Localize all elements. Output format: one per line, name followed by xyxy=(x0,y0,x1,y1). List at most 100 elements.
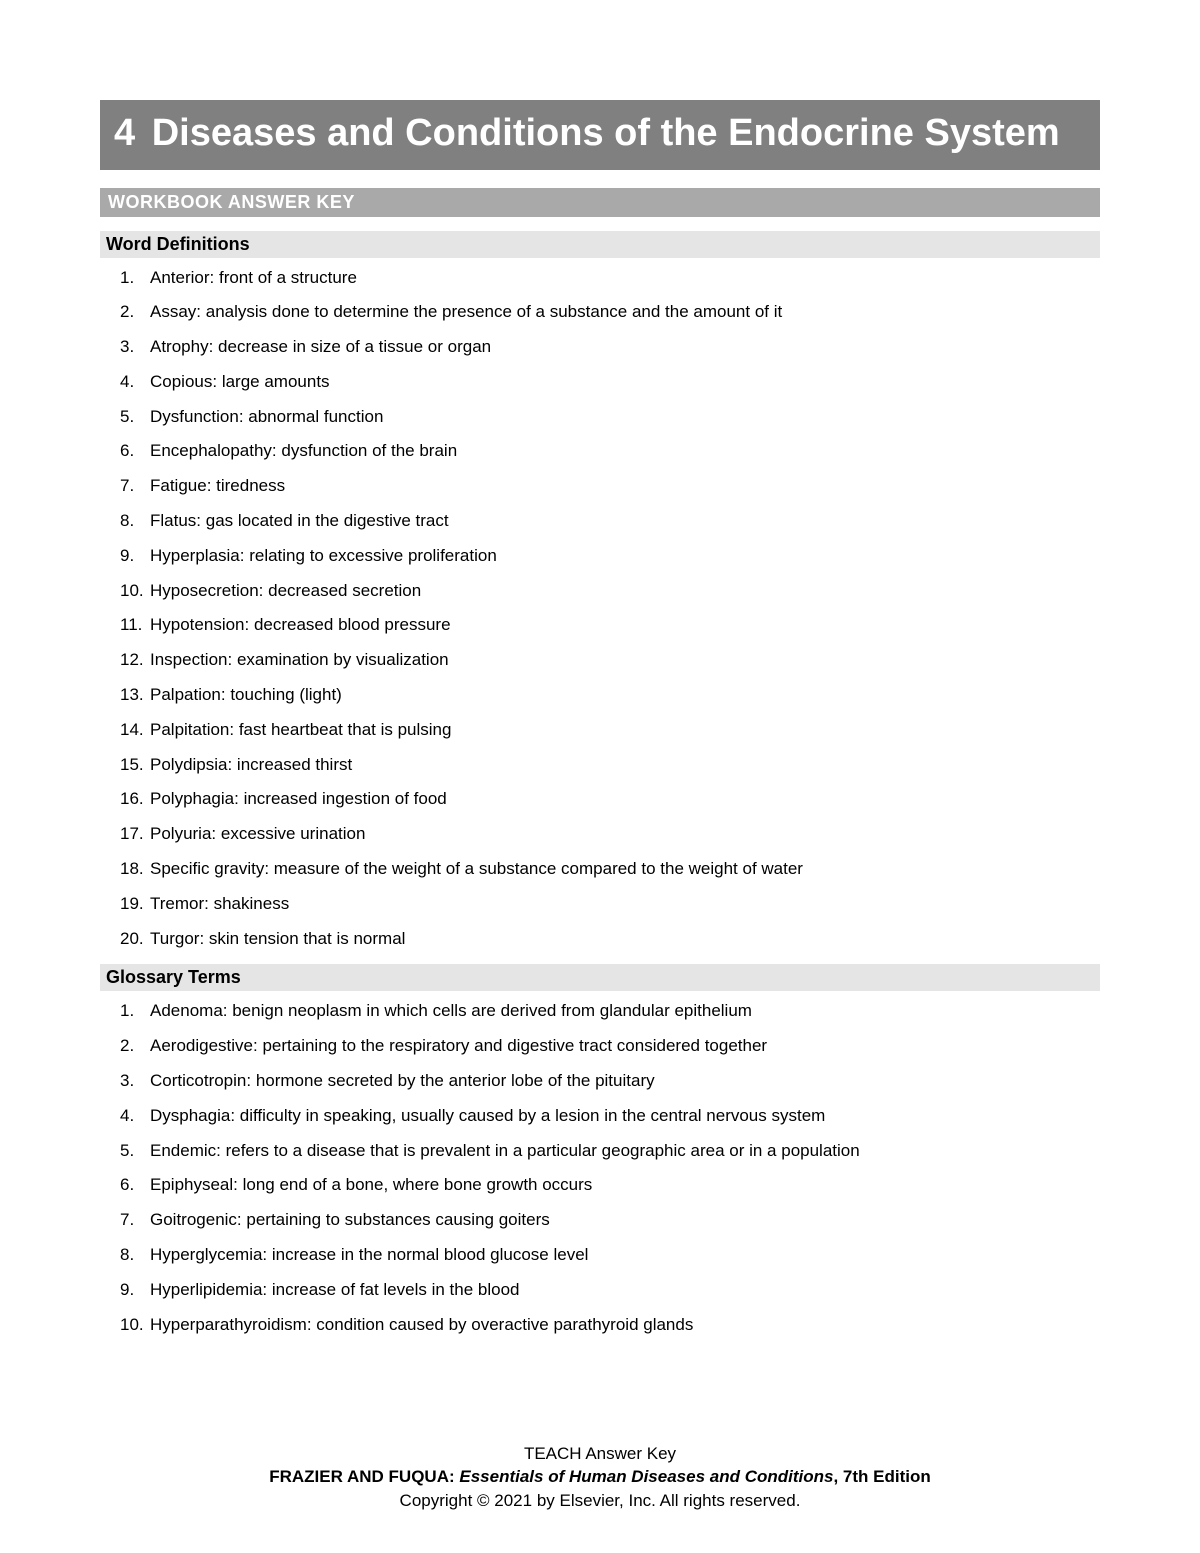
list-item: 5.Endemic: refers to a disease that is p… xyxy=(120,1139,1100,1163)
list-item-text: Specific gravity: measure of the weight … xyxy=(150,859,803,878)
answer-key-bar: WORKBOOK ANSWER KEY xyxy=(100,188,1100,217)
list-item: 20.Turgor: skin tension that is normal xyxy=(120,927,1100,951)
list-item: 12.Inspection: examination by visualizat… xyxy=(120,648,1100,672)
list-item-text: Dysphagia: difficulty in speaking, usual… xyxy=(150,1106,825,1125)
footer-line1: TEACH Answer Key xyxy=(0,1442,1200,1466)
list-item-number: 5. xyxy=(120,405,148,429)
list-item: 3.Corticotropin: hormone secreted by the… xyxy=(120,1069,1100,1093)
list-item: 4.Copious: large amounts xyxy=(120,370,1100,394)
list-item: 13.Palpation: touching (light) xyxy=(120,683,1100,707)
list-item-number: 2. xyxy=(120,300,148,324)
list-item: 7.Goitrogenic: pertaining to substances … xyxy=(120,1208,1100,1232)
list-item-number: 7. xyxy=(120,1208,148,1232)
list-item: 10.Hyposecretion: decreased secretion xyxy=(120,579,1100,603)
list-item: 10.Hyperparathyroidism: condition caused… xyxy=(120,1313,1100,1337)
list-item: 1.Adenoma: benign neoplasm in which cell… xyxy=(120,999,1100,1023)
list-item: 5.Dysfunction: abnormal function xyxy=(120,405,1100,429)
list-item: 9.Hyperlipidemia: increase of fat levels… xyxy=(120,1278,1100,1302)
list-item-number: 1. xyxy=(120,266,148,290)
list-item: 9.Hyperplasia: relating to excessive pro… xyxy=(120,544,1100,568)
list-item-text: Endemic: refers to a disease that is pre… xyxy=(150,1141,860,1160)
list-item-number: 10. xyxy=(120,1313,148,1337)
list-item-text: Copious: large amounts xyxy=(150,372,330,391)
definition-list: 1.Anterior: front of a structure2.Assay:… xyxy=(100,266,1100,951)
list-item-number: 1. xyxy=(120,999,148,1023)
list-item-text: Palpation: touching (light) xyxy=(150,685,342,704)
footer-line2: FRAZIER AND FUQUA: Essentials of Human D… xyxy=(0,1465,1200,1489)
list-item-number: 9. xyxy=(120,1278,148,1302)
list-item-text: Tremor: shakiness xyxy=(150,894,289,913)
list-item-text: Hyperglycemia: increase in the normal bl… xyxy=(150,1245,588,1264)
list-item-number: 13. xyxy=(120,683,148,707)
definition-list: 1.Adenoma: benign neoplasm in which cell… xyxy=(100,999,1100,1336)
list-item-text: Flatus: gas located in the digestive tra… xyxy=(150,511,449,530)
list-item: 6.Epiphyseal: long end of a bone, where … xyxy=(120,1173,1100,1197)
list-item-text: Inspection: examination by visualization xyxy=(150,650,449,669)
list-item-text: Palpitation: fast heartbeat that is puls… xyxy=(150,720,451,739)
chapter-header: 4 Diseases and Conditions of the Endocri… xyxy=(100,100,1100,170)
list-item: 8.Hyperglycemia: increase in the normal … xyxy=(120,1243,1100,1267)
list-item-number: 7. xyxy=(120,474,148,498)
list-item-number: 8. xyxy=(120,1243,148,1267)
list-item-number: 3. xyxy=(120,1069,148,1093)
list-item-number: 3. xyxy=(120,335,148,359)
list-item-number: 6. xyxy=(120,1173,148,1197)
list-item: 3.Atrophy: decrease in size of a tissue … xyxy=(120,335,1100,359)
footer-edition: , 7th Edition xyxy=(833,1467,930,1486)
list-item: 2.Aerodigestive: pertaining to the respi… xyxy=(120,1034,1100,1058)
list-item-text: Aerodigestive: pertaining to the respira… xyxy=(150,1036,767,1055)
list-item-text: Encephalopathy: dysfunction of the brain xyxy=(150,441,457,460)
list-item-number: 2. xyxy=(120,1034,148,1058)
list-item-number: 16. xyxy=(120,787,148,811)
list-item-text: Atrophy: decrease in size of a tissue or… xyxy=(150,337,491,356)
list-item-number: 11. xyxy=(120,613,148,637)
list-item: 19.Tremor: shakiness xyxy=(120,892,1100,916)
list-item-number: 8. xyxy=(120,509,148,533)
list-item-number: 10. xyxy=(120,579,148,603)
footer-book-title: Essentials of Human Diseases and Conditi… xyxy=(459,1467,833,1486)
list-item: 6.Encephalopathy: dysfunction of the bra… xyxy=(120,439,1100,463)
list-item-text: Anterior: front of a structure xyxy=(150,268,357,287)
list-item-text: Adenoma: benign neoplasm in which cells … xyxy=(150,1001,752,1020)
list-item-text: Epiphyseal: long end of a bone, where bo… xyxy=(150,1175,592,1194)
list-item-text: Polyphagia: increased ingestion of food xyxy=(150,789,447,808)
list-item-text: Turgor: skin tension that is normal xyxy=(150,929,405,948)
chapter-title: 4 Diseases and Conditions of the Endocri… xyxy=(114,110,1086,158)
sections-container: Word Definitions1.Anterior: front of a s… xyxy=(100,231,1100,1337)
list-item-text: Hypotension: decreased blood pressure xyxy=(150,615,451,634)
footer-authors: FRAZIER AND FUQUA: xyxy=(269,1467,459,1486)
list-item: 14.Palpitation: fast heartbeat that is p… xyxy=(120,718,1100,742)
list-item: 2.Assay: analysis done to determine the … xyxy=(120,300,1100,324)
list-item-number: 14. xyxy=(120,718,148,742)
list-item-number: 5. xyxy=(120,1139,148,1163)
list-item-number: 18. xyxy=(120,857,148,881)
list-item-text: Hyposecretion: decreased secretion xyxy=(150,581,421,600)
chapter-title-text: Diseases and Conditions of the Endocrine… xyxy=(152,112,1060,154)
list-item: 1.Anterior: front of a structure xyxy=(120,266,1100,290)
list-item: 15.Polydipsia: increased thirst xyxy=(120,753,1100,777)
list-item: 17.Polyuria: excessive urination xyxy=(120,822,1100,846)
list-item-text: Hyperparathyroidism: condition caused by… xyxy=(150,1315,693,1334)
list-item: 7.Fatigue: tiredness xyxy=(120,474,1100,498)
list-item-number: 4. xyxy=(120,1104,148,1128)
list-item-text: Assay: analysis done to determine the pr… xyxy=(150,302,782,321)
list-item: 8.Flatus: gas located in the digestive t… xyxy=(120,509,1100,533)
section-header: Glossary Terms xyxy=(100,964,1100,991)
list-item-text: Goitrogenic: pertaining to substances ca… xyxy=(150,1210,550,1229)
list-item-text: Hyperplasia: relating to excessive proli… xyxy=(150,546,497,565)
list-item-text: Hyperlipidemia: increase of fat levels i… xyxy=(150,1280,519,1299)
list-item-number: 17. xyxy=(120,822,148,846)
list-item-number: 19. xyxy=(120,892,148,916)
list-item-number: 6. xyxy=(120,439,148,463)
list-item-text: Polyuria: excessive urination xyxy=(150,824,365,843)
list-item: 4.Dysphagia: difficulty in speaking, usu… xyxy=(120,1104,1100,1128)
footer-line3: Copyright © 2021 by Elsevier, Inc. All r… xyxy=(0,1489,1200,1513)
list-item: 11.Hypotension: decreased blood pressure xyxy=(120,613,1100,637)
chapter-number: 4 xyxy=(114,112,135,154)
list-item-text: Fatigue: tiredness xyxy=(150,476,285,495)
list-item-number: 15. xyxy=(120,753,148,777)
list-item-text: Dysfunction: abnormal function xyxy=(150,407,383,426)
list-item-number: 4. xyxy=(120,370,148,394)
list-item-text: Polydipsia: increased thirst xyxy=(150,755,352,774)
list-item: 18.Specific gravity: measure of the weig… xyxy=(120,857,1100,881)
